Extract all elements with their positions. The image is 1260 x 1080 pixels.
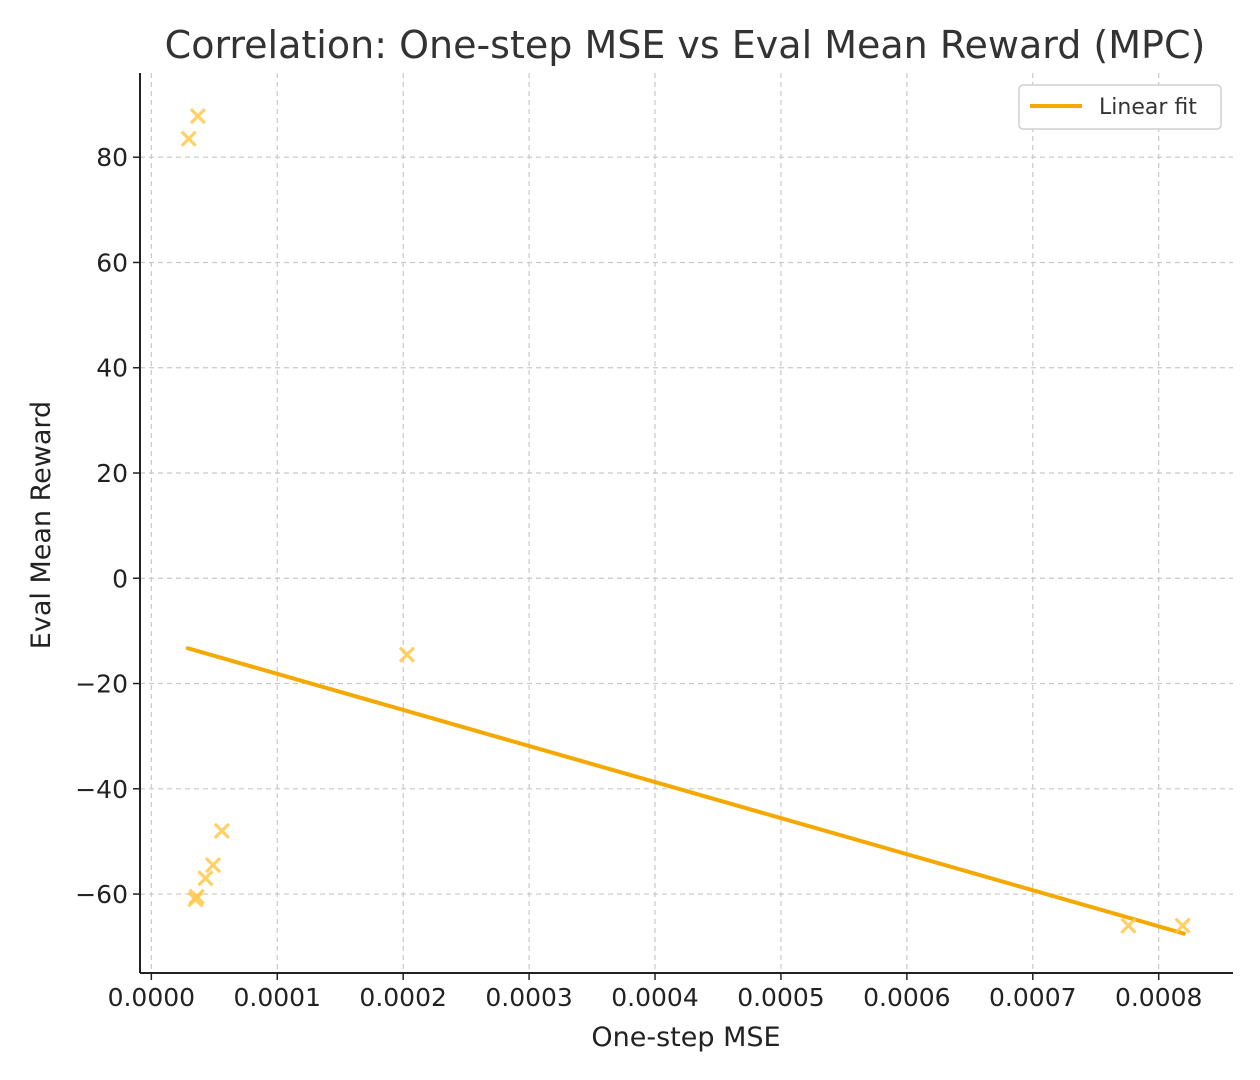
x-tick-label: 0.0003 — [485, 983, 572, 1012]
y-tick-label: −20 — [75, 670, 128, 699]
x-tick-label: 0.0006 — [863, 983, 950, 1012]
y-tick-label: −40 — [75, 775, 128, 804]
linear-fit-line — [185, 646, 1186, 936]
data-point-stroke — [213, 822, 230, 840]
x-tick-label: 0.0000 — [108, 983, 195, 1012]
x-tick-label: 0.0007 — [989, 983, 1076, 1012]
data-point-stroke — [180, 130, 197, 147]
data-point-stroke — [204, 856, 222, 874]
y-axis-ticks: −60 −40 −20 0 20 40 60 80 — [75, 143, 140, 909]
data-point-stroke — [189, 108, 207, 125]
x-tick-label: 0.0002 — [359, 983, 446, 1012]
data-point — [180, 130, 197, 147]
data-point — [1174, 917, 1191, 934]
data-point-stroke — [197, 870, 214, 887]
y-axis-label: Eval Mean Reward — [26, 401, 57, 649]
data-point-stroke — [1120, 917, 1137, 934]
y-tick-label: 40 — [96, 354, 128, 383]
x-axis-label: One-step MSE — [591, 1022, 780, 1053]
chart-title: Correlation: One-step MSE vs Eval Mean R… — [165, 23, 1206, 67]
data-point — [187, 891, 204, 908]
data-point — [398, 646, 416, 663]
data-point — [204, 856, 222, 874]
x-axis-ticks: 0.0000 0.0001 0.0002 0.0003 0.0004 0.0005 0.00… — [108, 973, 1202, 1012]
legend-box — [1018, 84, 1222, 130]
y-tick-label: 0 — [112, 564, 128, 593]
data-point-stroke — [1174, 917, 1191, 934]
x-tick-label: 0.0008 — [1115, 983, 1202, 1012]
data-points — [180, 108, 1191, 934]
data-point-stroke — [398, 646, 416, 663]
x-tick-label: 0.0001 — [234, 983, 321, 1012]
legend-label-linear-fit: Linear fit — [1099, 95, 1197, 120]
data-point-stroke — [187, 891, 204, 908]
data-point — [197, 870, 214, 887]
y-tick-label: 80 — [96, 143, 128, 172]
data-point — [213, 822, 230, 840]
x-tick-label: 0.0005 — [737, 983, 824, 1012]
x-tick-label: 0.0004 — [611, 983, 698, 1012]
axes — [139, 73, 1233, 974]
y-tick-label: 20 — [96, 459, 128, 488]
y-tick-label: −60 — [75, 880, 128, 909]
data-point — [189, 108, 207, 125]
y-tick-label: 60 — [96, 248, 128, 277]
data-point — [1120, 917, 1137, 934]
gridlines — [140, 73, 1233, 973]
legend: Linear fit — [1018, 84, 1222, 130]
fit-line-layer — [185, 646, 1186, 936]
